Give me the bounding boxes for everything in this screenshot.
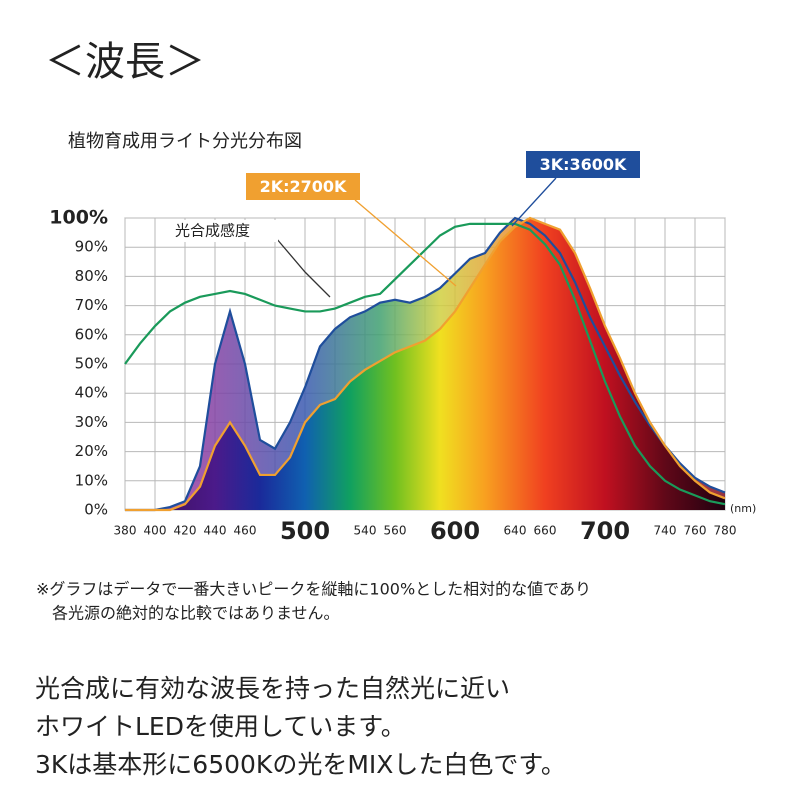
legend-box: [246, 173, 360, 200]
x-tick-label: 660: [534, 524, 557, 538]
y-tick-label: 90%: [75, 238, 108, 256]
x-tick-label: 560: [384, 524, 407, 538]
x-axis-label: (nm): [730, 502, 756, 515]
y-tick-label: 10%: [75, 471, 108, 489]
series-line: [124, 222, 726, 506]
footnote: 各光源の絶対的な比較ではありません。: [52, 604, 340, 623]
x-tick-label: 420: [174, 524, 197, 538]
y-tick-label: 30%: [75, 413, 108, 431]
x-tick-label: 440: [204, 524, 227, 538]
x-tick-label: 780: [714, 524, 737, 538]
legend-box: [526, 151, 640, 178]
plot: [124, 217, 726, 511]
series-line: [125, 216, 726, 512]
legend-label: 2K:2700K: [260, 177, 347, 196]
x-tick-label: 760: [684, 524, 707, 538]
chart-title: 植物育成用ライト分光分布図: [68, 131, 302, 152]
series-area: [125, 218, 725, 510]
x-tick-label: 540: [354, 524, 377, 538]
x-tick-label: 740: [654, 524, 677, 538]
leader-line: [354, 199, 457, 287]
x-tick-label: 380: [114, 524, 137, 538]
y-tick-label: 70%: [75, 296, 108, 314]
label-bg: [172, 220, 278, 242]
body-text: ホワイトLEDを使用しています。: [35, 712, 406, 741]
series-line: [125, 216, 726, 512]
y-tick-label: 50%: [75, 355, 108, 373]
footnote: ※グラフはデータで一番大きいピークを縦軸に100%とした相対的な値であり: [36, 580, 591, 599]
y-tick-label: 80%: [75, 267, 108, 285]
x-tick-label: 640: [504, 524, 527, 538]
x-tick-label: 500: [280, 517, 330, 545]
y-tick-label: 100%: [49, 207, 108, 229]
y-tick-label: 0%: [84, 501, 108, 519]
body-text: 光合成に有効な波長を持った自然光に近い: [35, 674, 510, 703]
x-tick-label: 400: [144, 524, 167, 538]
legend-label: 光合成感度: [175, 222, 250, 240]
x-tick-label: 600: [430, 517, 480, 545]
y-tick-label: 20%: [75, 442, 108, 460]
page-title: ＜波長＞: [45, 39, 205, 85]
leader-line: [511, 177, 557, 227]
leader-line: [275, 237, 331, 298]
y-tick-label: 60%: [75, 325, 108, 343]
y-tick-label: 40%: [75, 384, 108, 402]
x-tick-label: 460: [234, 524, 257, 538]
x-tick-label: 700: [580, 517, 630, 545]
body-text: 3Kは基本形に6500Kの光をMIXした白色です。: [35, 750, 566, 779]
legend-label: 3K:3600K: [540, 155, 627, 174]
